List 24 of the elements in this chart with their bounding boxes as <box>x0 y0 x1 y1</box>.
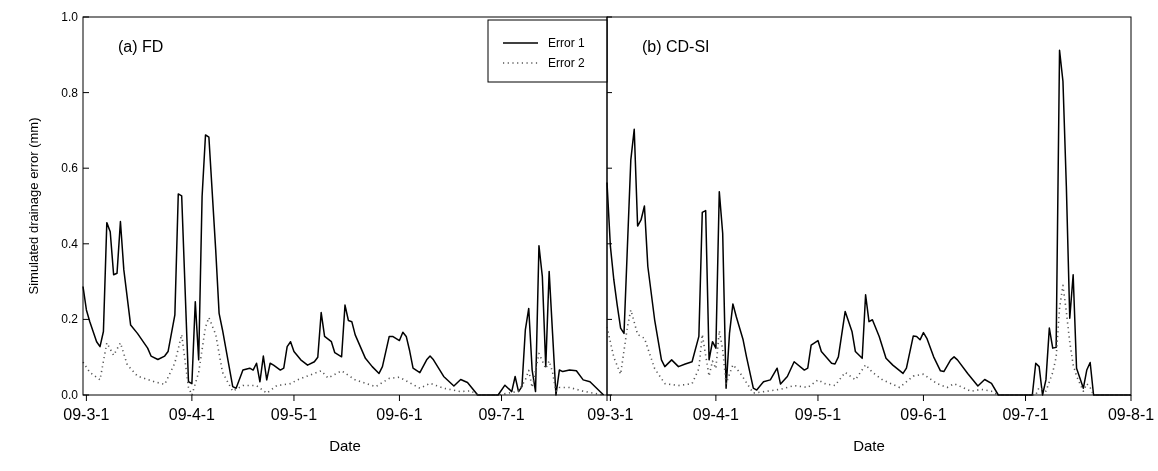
y-tick-label: 0.4 <box>61 236 79 251</box>
x-tick-label: 09-8-1 <box>1107 406 1155 423</box>
x-axis-title: Date <box>329 437 361 454</box>
x-tick-label: 09-6-1 <box>900 406 947 423</box>
y-tick-label: 0.0 <box>61 388 79 402</box>
text: (a) FD <box>118 38 164 55</box>
x-tick-label: 09-3-1 <box>587 406 634 423</box>
x-tick-label: 09-6-1 <box>376 406 423 423</box>
x-tick-label: 09-4-1 <box>168 406 216 423</box>
x-tick-label: 09-3-1 <box>63 406 110 423</box>
legend-label: Error 1 <box>548 36 585 50</box>
y-tick-label: 0.6 <box>61 161 79 176</box>
x-tick-label: 09-7-1 <box>1002 406 1049 423</box>
x-axis-title: Date <box>853 437 885 454</box>
x-tick-label: 09-5-1 <box>270 406 318 423</box>
x-tick-label: 09-7-1 <box>478 406 525 423</box>
y-axis-title: Simulated drainage error (mm) <box>26 117 41 295</box>
y-tick-label: 1.0 <box>61 10 79 24</box>
text: (b) CD-SI <box>642 38 710 55</box>
x-tick-label: 09-4-1 <box>692 406 740 423</box>
x-tick-label: 09-5-1 <box>794 406 842 423</box>
y-tick-label: 0.2 <box>61 312 79 327</box>
legend-label: Error 2 <box>548 56 585 70</box>
y-tick-label: 0.8 <box>61 85 79 100</box>
